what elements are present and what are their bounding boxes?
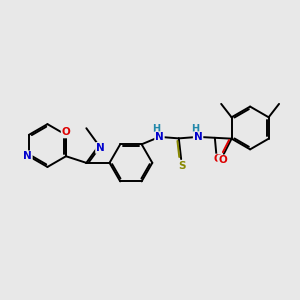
Text: O: O [213,154,222,164]
Text: O: O [218,155,227,165]
Text: N: N [96,143,105,153]
Text: O: O [61,128,70,137]
Text: N: N [194,132,203,142]
Text: N: N [23,151,32,161]
Text: S: S [178,161,185,171]
Text: N: N [155,132,164,142]
Text: H: H [191,124,199,134]
Text: H: H [152,124,160,134]
